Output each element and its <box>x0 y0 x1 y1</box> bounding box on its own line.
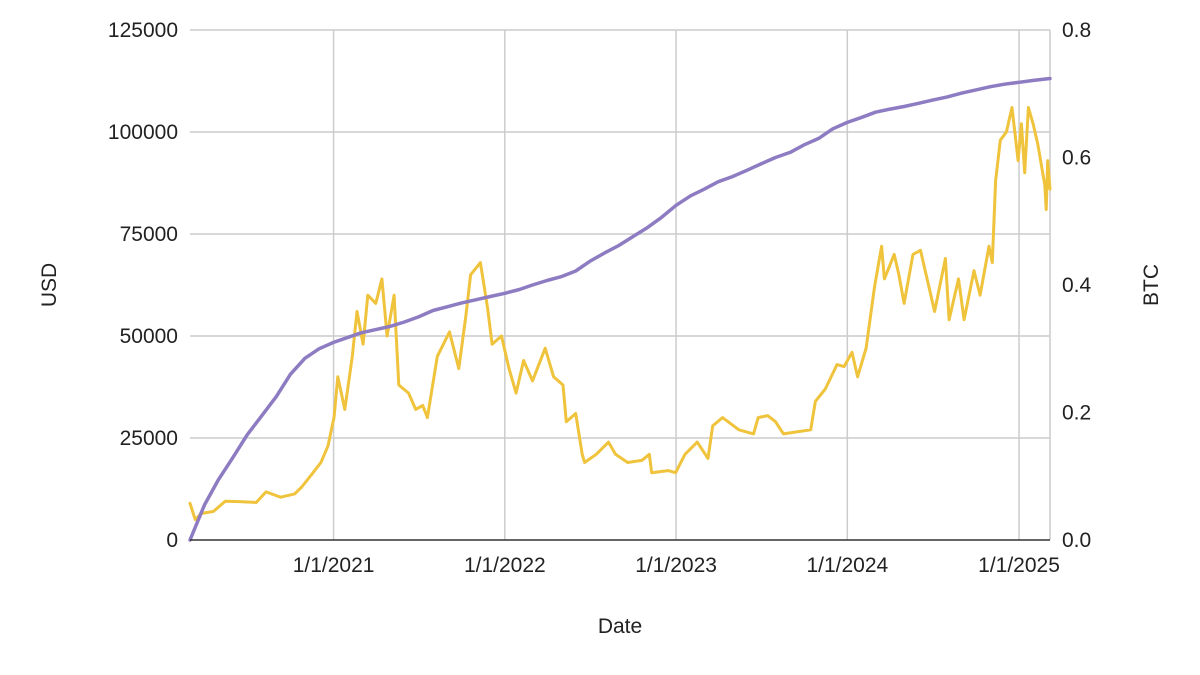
y-axis-title-right: BTC <box>1140 264 1163 306</box>
series-line-usd <box>188 106 1052 522</box>
y-tick-label-left: 75000 <box>120 223 178 246</box>
axes: 0 25000 50000 75000 100000 125000 0.0 0.2 0.4 0.6… <box>108 19 1092 577</box>
x-tick-label: 1/1/2022 <box>464 554 546 577</box>
y-tick-label-right: 0.0 <box>1062 529 1091 552</box>
y-axis-title-left: USD <box>38 263 61 307</box>
series-line-btc <box>188 76 1052 542</box>
x-tick-label: 1/1/2021 <box>293 554 375 577</box>
x-tick-label: 1/1/2024 <box>806 554 888 577</box>
x-tick-label: 1/1/2025 <box>978 554 1060 577</box>
y-tick-label-right: 0.8 <box>1062 19 1091 42</box>
series-lines <box>188 76 1052 542</box>
y-tick-label-left: 0 <box>166 529 178 552</box>
x-tick-label: 1/1/2023 <box>635 554 717 577</box>
y-tick-label-left: 50000 <box>120 325 178 348</box>
y-tick-label-right: 0.6 <box>1062 147 1091 170</box>
y-tick-label-left: 25000 <box>120 427 178 450</box>
y-tick-label-right: 0.2 <box>1062 402 1091 425</box>
x-axis-title: Date <box>598 615 642 638</box>
y-tick-label-right: 0.4 <box>1062 274 1092 297</box>
gridlines <box>190 29 1051 540</box>
y-tick-label-left: 100000 <box>108 121 178 144</box>
y-tick-label-left: 125000 <box>108 19 178 42</box>
